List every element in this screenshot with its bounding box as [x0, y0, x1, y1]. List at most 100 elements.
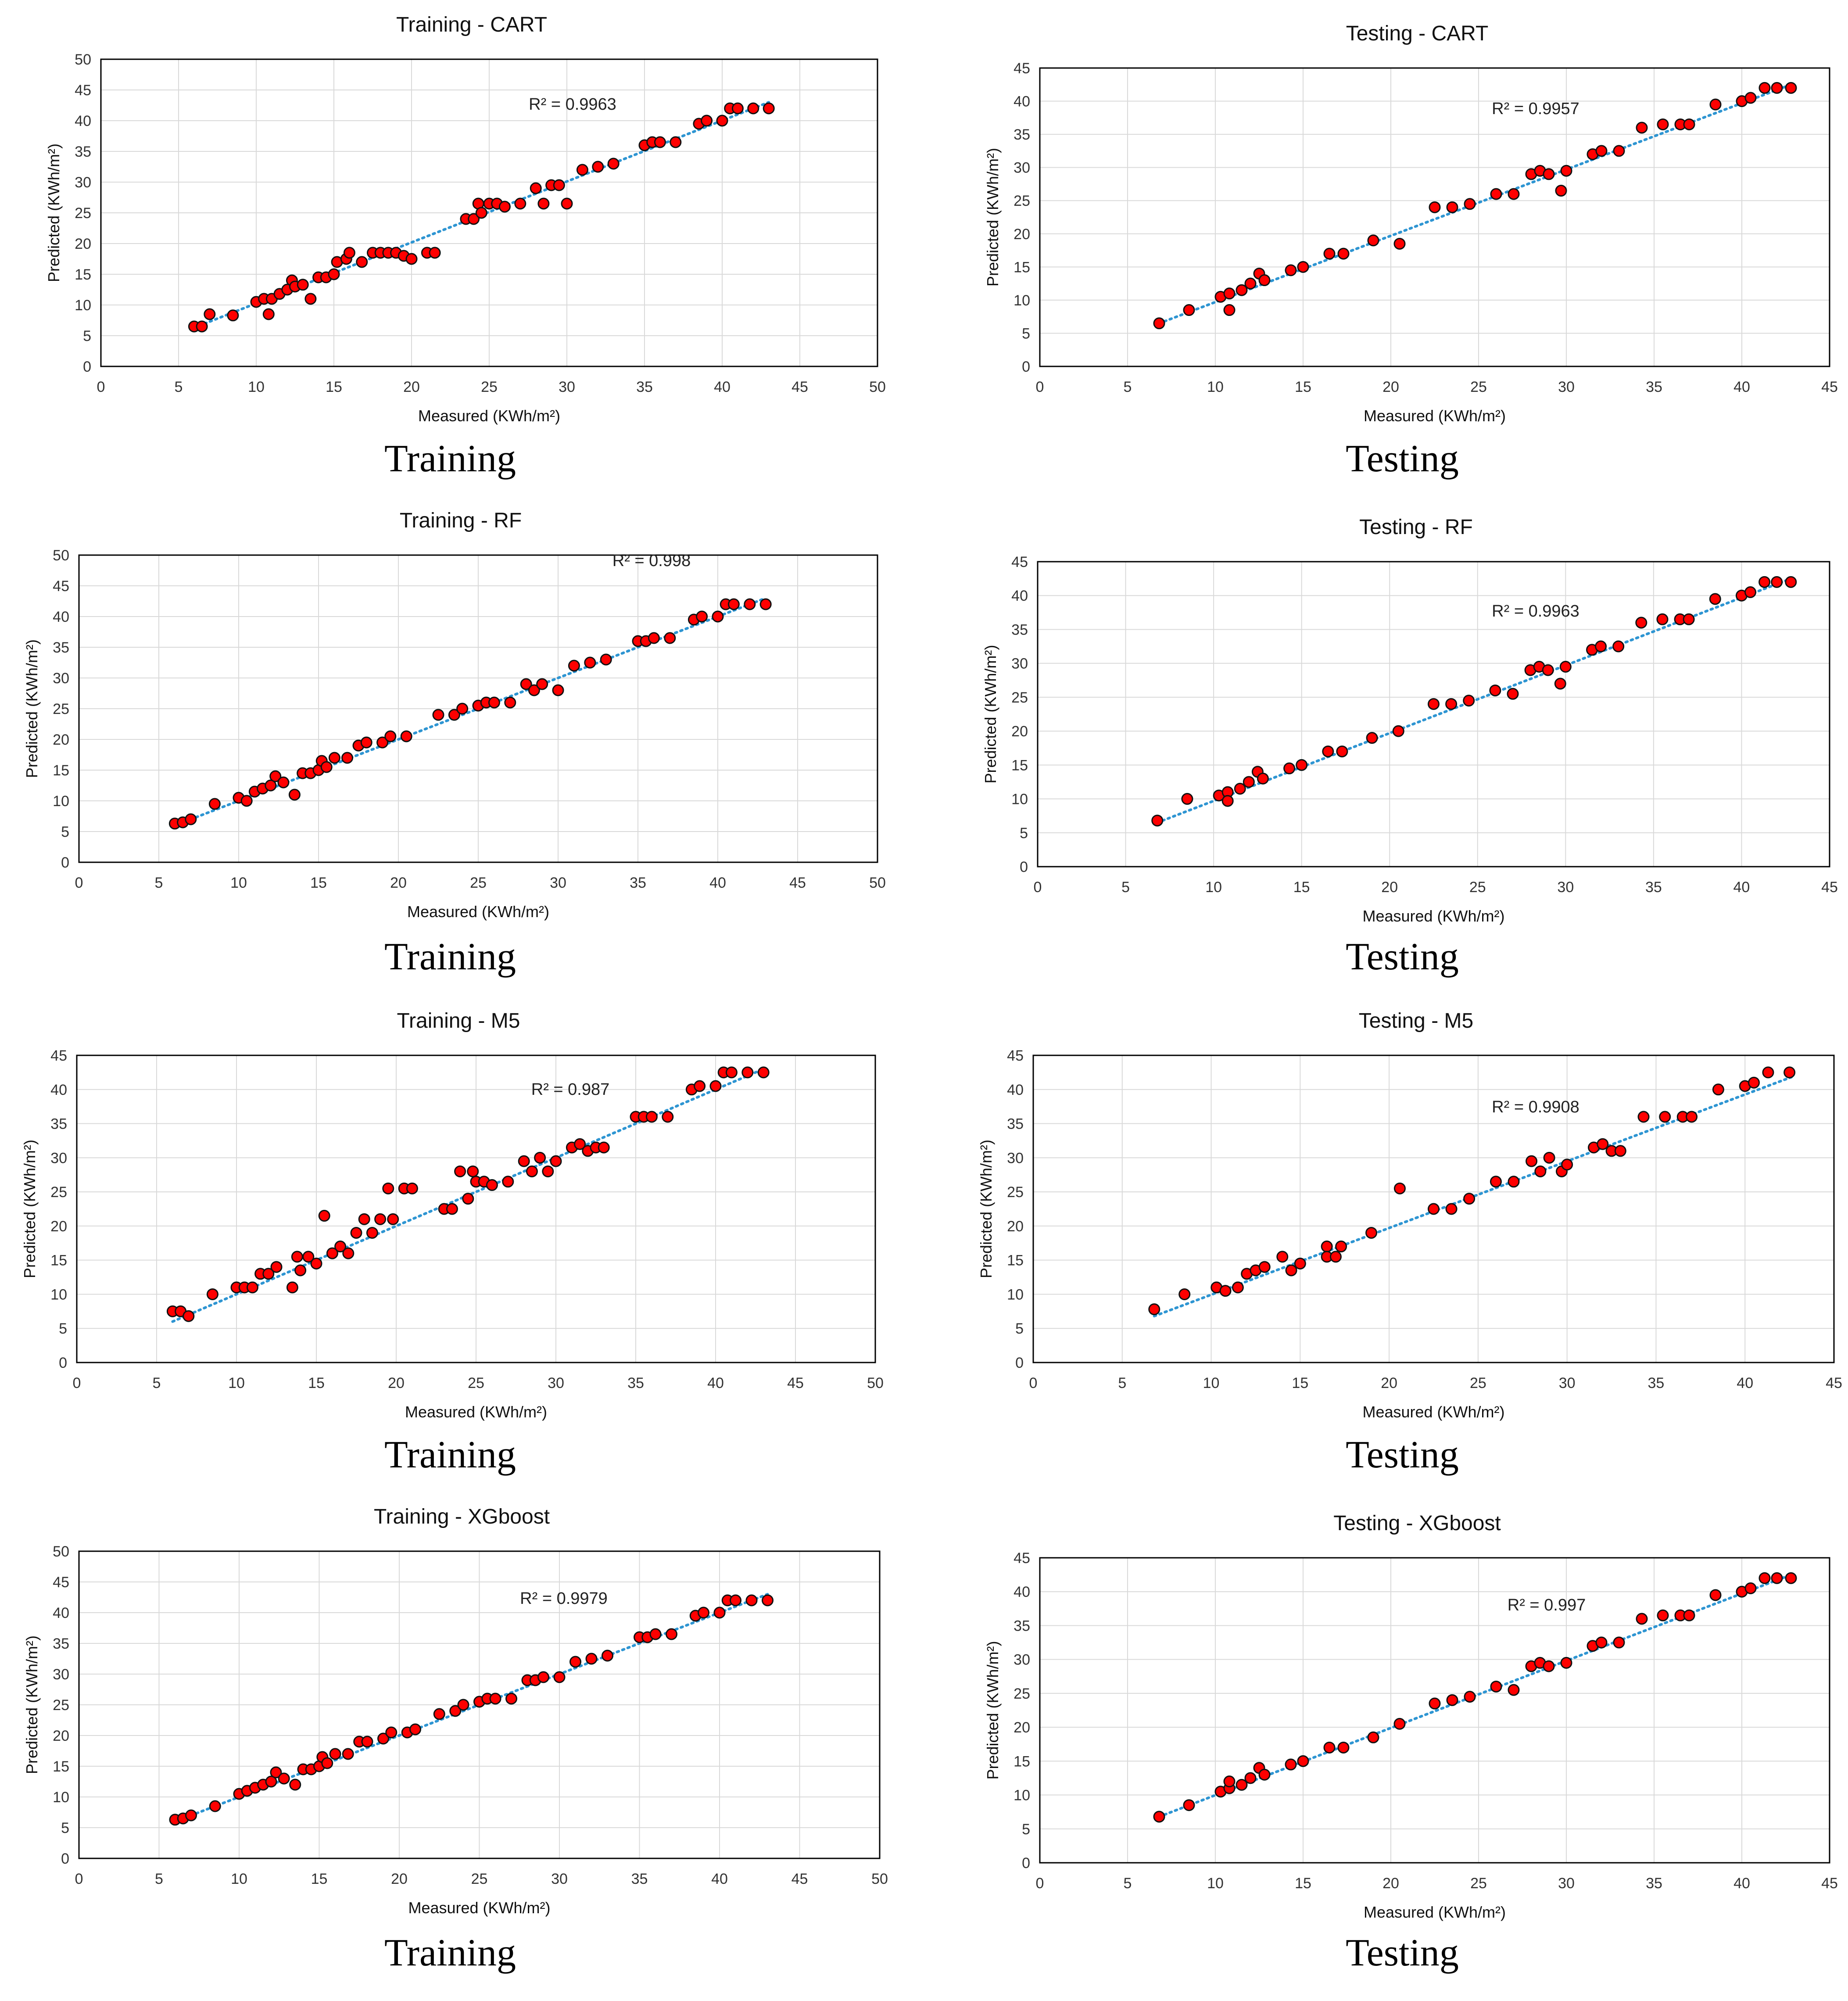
plot-frame [78, 554, 878, 863]
data-point [585, 1653, 598, 1665]
y-tick-label: 30 [75, 174, 91, 191]
data-point [694, 1080, 706, 1092]
x-tick-label: 5 [175, 379, 183, 395]
y-tick-label: 5 [61, 1820, 69, 1836]
x-tick-label: 0 [1029, 1375, 1038, 1391]
x-tick-label: 50 [867, 1375, 884, 1391]
data-point [1709, 1589, 1722, 1601]
x-tick-label: 5 [1124, 379, 1132, 395]
data-point [486, 1179, 498, 1191]
data-point [457, 1699, 469, 1711]
chart-svg-training-cart: 0 5 10 15 20 25 30 35 40 45 50 0 5 10 15 20 25 30 35 40 45 50… [45, 13, 886, 425]
x-tick-label: 25 [1470, 379, 1487, 395]
y-tick-label: 30 [53, 670, 69, 687]
data-point [528, 684, 540, 696]
data-point [542, 1165, 554, 1177]
chart-title: Testing - RF [1359, 516, 1473, 539]
data-point [731, 102, 744, 115]
x-tick-label: 25 [468, 1375, 484, 1391]
data-point [713, 1607, 726, 1619]
data-point [475, 207, 487, 219]
data-point [1560, 165, 1572, 177]
data-point [725, 1066, 738, 1079]
data-point [1366, 732, 1378, 744]
y-axis-label: Predicted (KWh/m²) [977, 1140, 995, 1278]
y-tick-label: 20 [1014, 226, 1030, 243]
data-point [1597, 1138, 1609, 1150]
data-point [1323, 247, 1336, 260]
y-tick-label: 20 [1011, 723, 1028, 740]
data-point [1153, 317, 1165, 330]
chart-svg-testing-rf: 0 5 10 15 20 25 30 35 40 45 0 5 10 15 20 25 30 35 40 45 Test… [981, 516, 1838, 925]
data-point [1508, 188, 1520, 200]
x-tick-label: 25 [1470, 1875, 1487, 1892]
caption-testing-1: Testing [1346, 437, 1459, 480]
y-tick-label: 0 [59, 1355, 67, 1371]
data-point [1785, 82, 1797, 94]
data-point [701, 115, 713, 127]
data-point [385, 1726, 398, 1739]
y-tick-label: 35 [1011, 621, 1028, 638]
data-point [374, 1213, 387, 1225]
data-point [409, 1723, 421, 1736]
y-tick-label: 40 [1007, 1082, 1024, 1098]
chart-panel-training-rf: 0 5 10 15 20 25 30 35 40 45 50 0 5 10 15 20 25 30 35 40 45 50… [18, 496, 904, 930]
y-axis-label: Predicted (KWh/m²) [984, 1641, 1002, 1779]
data-point [288, 789, 301, 801]
data-point [384, 730, 397, 742]
y-tick-label: 25 [1007, 1184, 1024, 1201]
chart-svg-training-m5: 0 5 10 15 20 25 30 35 40 45 50 0 5 10 15 20 25 30 35 40 45 Tr… [21, 1009, 884, 1421]
data-point [1744, 92, 1757, 104]
chart-title: Testing - CART [1346, 22, 1489, 45]
data-point [326, 1247, 338, 1259]
data-point [1446, 1694, 1458, 1706]
r-squared-annotation: R² = 0.9963 [529, 95, 616, 114]
x-tick-label: 30 [550, 875, 566, 891]
data-point [1283, 762, 1296, 775]
x-axis-label: Measured (KWh/m²) [408, 1899, 550, 1917]
x-axis-label: Measured (KWh/m²) [1364, 407, 1506, 425]
data-point [1490, 188, 1502, 200]
data-point [502, 1176, 514, 1188]
y-tick-label: 15 [53, 762, 69, 779]
data-point [1393, 237, 1406, 250]
chart-svg-testing-cart: 0 5 10 15 20 25 30 35 40 45 0 5 10 15 20 25 30 35 40 45 Test… [984, 22, 1838, 425]
data-point [1178, 1288, 1191, 1300]
y-axis-label: Predicted (KWh/m²) [984, 148, 1002, 287]
data-point [1223, 287, 1236, 300]
data-point [1285, 1758, 1297, 1771]
data-point [1153, 1811, 1165, 1823]
x-tick-label: 0 [1036, 1875, 1044, 1892]
data-point [1258, 274, 1271, 287]
x-tick-label: 0 [97, 379, 105, 395]
data-point [1429, 201, 1441, 213]
y-tick-label: 50 [53, 1543, 69, 1560]
x-tick-label: 5 [1124, 1875, 1132, 1892]
x-tick-label: 25 [471, 1871, 488, 1887]
chart-panel-testing-xgboost: 0 5 10 15 20 25 30 35 40 45 0 5 10 15 20 25 30 35 40 45 Test… [956, 1499, 1843, 1926]
y-tick-label: 40 [1014, 1584, 1030, 1600]
y-tick-label: 35 [1007, 1116, 1024, 1133]
data-point [1635, 617, 1647, 629]
data-point [1367, 234, 1379, 247]
x-tick-label: 0 [75, 875, 83, 891]
y-tick-label: 20 [53, 732, 69, 748]
y-tick-label: 40 [53, 609, 69, 625]
y-tick-label: 40 [53, 1605, 69, 1621]
data-point [1560, 1657, 1572, 1669]
x-tick-label: 25 [1470, 1375, 1486, 1391]
data-point [265, 1775, 277, 1788]
data-point [1758, 82, 1771, 94]
data-point [318, 1210, 330, 1222]
data-point [294, 1264, 307, 1277]
data-point [1771, 1572, 1783, 1584]
data-point [454, 1165, 466, 1177]
y-tick-label: 20 [50, 1218, 67, 1235]
y-axis-label: Predicted (KWh/m²) [23, 639, 41, 778]
data-point [1657, 1609, 1669, 1621]
data-point [727, 598, 740, 610]
data-point [602, 1650, 613, 1662]
x-tick-label: 0 [75, 1871, 83, 1887]
data-point [1276, 1251, 1289, 1263]
x-tick-label: 20 [403, 379, 420, 395]
